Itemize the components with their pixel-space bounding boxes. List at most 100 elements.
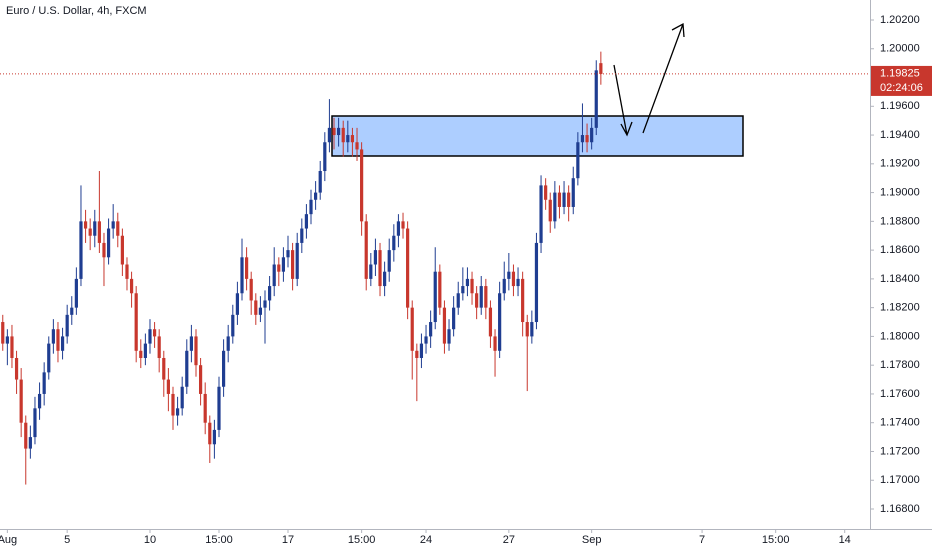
candle-body	[323, 142, 327, 172]
y-tick-label: 1.18000	[880, 330, 920, 342]
candle-body	[180, 386, 184, 409]
candle-body	[249, 278, 253, 301]
candles	[1, 51, 603, 485]
candle-body	[254, 300, 258, 315]
y-tick-label: 1.19400	[880, 129, 920, 141]
candle-body	[268, 286, 272, 301]
candle-body	[120, 235, 124, 265]
candle-body	[576, 142, 580, 179]
x-tick-label: 14	[839, 534, 851, 546]
candle-body	[567, 192, 571, 207]
countdown-label: 02:24:06	[880, 82, 923, 94]
candle-body	[507, 271, 511, 279]
candle-body	[65, 314, 69, 337]
candle-body	[447, 329, 451, 344]
candle-body	[143, 343, 147, 358]
candle-body	[47, 343, 51, 373]
candle-body	[281, 257, 286, 272]
candle-body	[203, 393, 207, 423]
x-tick-label: 15:00	[348, 534, 376, 546]
candle-body	[424, 336, 428, 344]
y-tick-label: 1.17400	[880, 417, 920, 429]
candle-body	[498, 293, 502, 351]
candle-body	[102, 242, 106, 258]
candle-body	[327, 127, 332, 143]
x-tick-label: Sep	[582, 534, 602, 546]
candle-body	[171, 393, 175, 416]
candle-body	[396, 221, 401, 236]
candle-body	[373, 250, 378, 265]
candle-body	[175, 408, 180, 416]
candle-body	[318, 171, 322, 193]
candle-body	[484, 286, 488, 308]
candle-body	[125, 264, 129, 279]
candle-body	[97, 221, 101, 243]
last-price-box	[871, 65, 932, 96]
candle-body	[79, 221, 83, 279]
candle-body	[461, 286, 465, 294]
x-tick-label: 15:00	[205, 534, 233, 546]
x-tick-label: 15:00	[762, 534, 790, 546]
candle-body	[369, 264, 373, 279]
candle-body	[93, 221, 97, 236]
candle-body	[295, 242, 299, 279]
y-tick-label: 1.18600	[880, 244, 920, 256]
arrow-up	[642, 22, 685, 134]
candle-body	[14, 357, 19, 380]
chart-title: Euro / U.S. Dollar, 4h, FXCM	[6, 5, 147, 17]
candle-body	[116, 221, 120, 236]
candle-body	[401, 221, 405, 229]
y-tick-label: 1.17800	[880, 359, 920, 371]
candle-body	[217, 386, 221, 430]
candle-body	[410, 307, 414, 351]
x-tick-label: 5	[64, 534, 70, 546]
candle-body	[475, 293, 479, 308]
candle-body	[438, 271, 442, 308]
candle-body	[74, 278, 78, 308]
candle-body	[286, 250, 290, 258]
candle-body	[429, 322, 433, 337]
candle-body	[442, 307, 447, 344]
candle-body	[134, 293, 138, 351]
candle-body	[166, 379, 170, 394]
candle-body	[392, 235, 396, 251]
candle-body	[534, 242, 539, 323]
candle-body	[337, 127, 341, 136]
candle-body	[470, 278, 474, 294]
candle-body	[599, 63, 603, 74]
candle-body	[562, 192, 566, 207]
x-tick-label: 17	[282, 534, 294, 546]
candle-body	[557, 192, 562, 207]
candle-body	[226, 336, 230, 351]
candle-body	[212, 429, 216, 445]
candle-body	[106, 228, 111, 258]
candle-body	[162, 357, 166, 380]
candle-body	[157, 336, 161, 358]
x-tick-label: Aug	[0, 534, 17, 546]
candle-body	[544, 185, 548, 200]
candle-body	[516, 278, 520, 287]
candle-body	[42, 372, 46, 394]
candle-body	[332, 127, 336, 136]
candle-body	[452, 307, 456, 330]
candle-body	[502, 278, 506, 294]
candle-body	[530, 322, 534, 337]
y-tick-label: 1.19600	[880, 100, 920, 112]
candle-body	[60, 336, 65, 351]
candle-body	[433, 271, 437, 323]
candle-body	[525, 322, 529, 337]
candle-body	[1, 322, 5, 344]
candle-body	[33, 408, 37, 438]
candle-body	[258, 307, 263, 315]
candle-body	[415, 350, 419, 358]
y-tick-label: 1.18800	[880, 215, 920, 227]
y-tick-label: 1.18200	[880, 302, 920, 314]
candle-body	[304, 214, 309, 229]
candle-body	[5, 336, 9, 344]
candle-body	[406, 228, 410, 308]
candle-body	[148, 329, 152, 344]
candle-body	[346, 135, 350, 143]
y-tick-label: 1.16800	[880, 503, 920, 515]
y-tick-label: 1.18400	[880, 273, 920, 285]
